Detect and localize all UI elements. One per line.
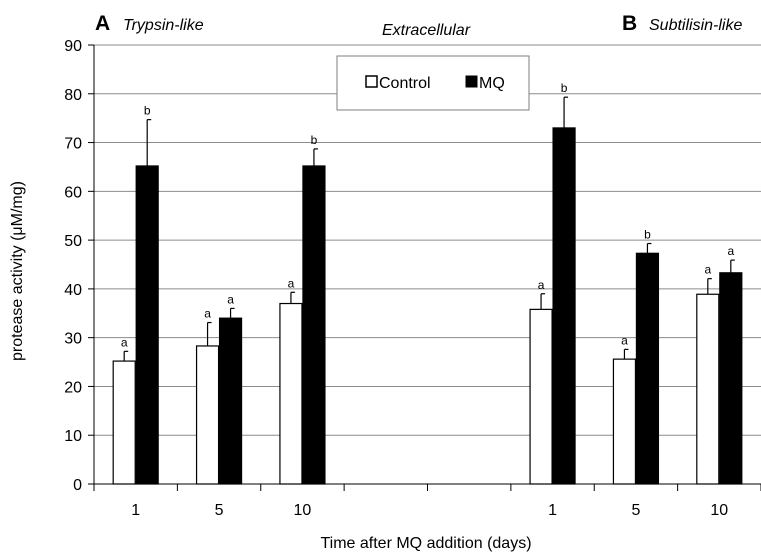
y-tick-label-50: 50 (64, 233, 82, 250)
sig-label-panel2-control-1: a (538, 278, 545, 292)
x-tick-label-panel2-1: 1 (548, 502, 557, 519)
y-tick-label-40: 40 (64, 282, 82, 299)
y-axis-title: protease activity (μM/mg) (9, 181, 26, 361)
sig-label-panel2-mq-10: a (727, 244, 734, 258)
y-tick-label-80: 80 (64, 87, 82, 104)
bar-panel1-control-5 (195, 345, 220, 485)
sig-label-panel1-mq-1: b (144, 104, 151, 118)
y-tick-label-30: 30 (64, 331, 82, 348)
bar-panel2-control-5 (612, 358, 637, 485)
sig-label-panel2-control-5: a (621, 333, 628, 347)
sig-label-panel1-mq-10: b (311, 133, 318, 147)
bar-panel1-control-10 (279, 302, 303, 485)
panel-a-letter: A (95, 12, 110, 35)
y-tick-label-70: 70 (64, 136, 82, 153)
sig-label-panel1-control-1: a (121, 335, 128, 349)
bars-layer: a b a a a b a b a b a a (112, 81, 743, 485)
bar-panel2-control-10 (696, 293, 720, 485)
bar-panel2-mq-5 (635, 252, 660, 485)
bar-panel1-mq-5 (218, 317, 243, 485)
x-axis-title: Time after MQ addition (days) (320, 535, 531, 552)
x-tick-label-panel2-5: 5 (631, 502, 640, 519)
bar-panel1-control-1 (112, 360, 136, 485)
x-tick-label-panel1-10: 10 (294, 502, 312, 519)
y-tick-label-90: 90 (64, 38, 82, 55)
x-tick-label-panel1-1: 1 (131, 502, 140, 519)
sig-label-panel2-mq-1: b (561, 81, 568, 95)
y-tick-label-10: 10 (64, 428, 82, 445)
panel-b-letter: B (622, 12, 637, 35)
panel-a-name: Trypsin-like (123, 17, 204, 34)
sig-label-panel1-control-5: a (204, 307, 211, 321)
panel-b-name: Subtilisin-like (649, 17, 742, 34)
legend-swatch-mq (465, 75, 478, 88)
bar-panel1-mq-10 (302, 165, 326, 485)
y-tick-label-0: 0 (73, 477, 82, 494)
sig-label-panel2-control-10: a (704, 263, 711, 277)
sig-label-panel2-mq-5: b (644, 228, 651, 242)
bar-panel1-mq-1 (135, 165, 159, 485)
y-tick-label-20: 20 (64, 379, 82, 396)
bar-panel2-mq-10 (719, 272, 743, 485)
bar-panel2-control-1 (529, 308, 553, 485)
legend-swatch-control (365, 75, 378, 88)
bar-panel2-mq-1 (552, 127, 576, 485)
chart-title: Extracellular (382, 22, 471, 39)
legend-label-control: Control (379, 75, 431, 92)
sig-label-panel1-mq-5: a (227, 292, 234, 306)
x-tick-label-panel2-10: 10 (710, 502, 728, 519)
x-tick-label-panel1-5: 5 (215, 502, 224, 519)
y-tick-label-60: 60 (64, 184, 82, 201)
legend: Control MQ (336, 55, 530, 111)
legend-label-mq: MQ (479, 75, 505, 92)
sig-label-panel1-control-10: a (288, 276, 295, 290)
